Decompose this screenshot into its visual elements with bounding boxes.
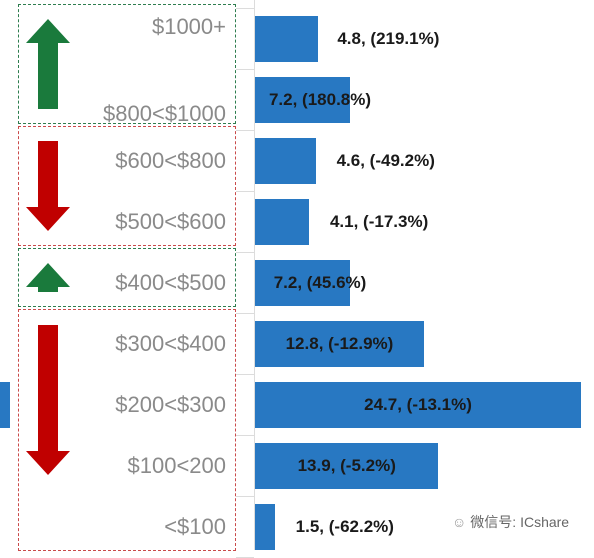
bar-value-label: 4.1, (-17.3%): [329, 211, 429, 231]
bar: [255, 137, 316, 184]
category-label: $200<$300: [115, 391, 226, 417]
axis-tick: [236, 8, 254, 9]
watermark: ☺ 微信号: ICshare: [452, 512, 569, 532]
bar-value-label: 12.8, (-12.9%): [285, 333, 394, 353]
axis-tick: [236, 435, 254, 436]
bar-value-label: 1.5, (-62.2%): [295, 516, 394, 536]
axis-tick: [236, 69, 254, 70]
bar: [255, 442, 439, 489]
arrow-shape: [26, 263, 70, 292]
bar-value-label: 7.2, (180.8%): [268, 89, 372, 109]
axis-tick: [236, 496, 254, 497]
arrow-down-icon: [26, 141, 70, 231]
bar-value-label: 4.8, (219.1%): [337, 28, 440, 48]
group-box-down: [18, 126, 236, 246]
arrow-up-icon: [26, 19, 70, 109]
watermark-text: 微信号: ICshare: [470, 514, 570, 530]
arrow-shape: [26, 19, 70, 109]
bar-edge: [0, 381, 10, 428]
category-label: $100<200: [127, 452, 227, 478]
bar: [255, 381, 582, 428]
axis-tick: [236, 374, 254, 375]
bar: [255, 503, 275, 550]
bar: [255, 76, 351, 123]
category-label: $400<$500: [115, 269, 226, 295]
category-label: $500<$600: [115, 208, 226, 234]
group-box-up: [18, 248, 236, 307]
bar: [255, 259, 351, 306]
wechat-icon: ☺: [452, 514, 467, 530]
arrow-down-icon: [26, 325, 70, 475]
arrow-shape: [26, 141, 70, 231]
axis-tick: [236, 252, 254, 253]
category-label: $1000+: [151, 13, 226, 39]
category-label: $300<$400: [115, 330, 226, 356]
bar-value-label: 7.2, (45.6%): [273, 272, 367, 292]
category-label: $600<$800: [115, 147, 226, 173]
bar-value-label: 13.9, (-5.2%): [297, 455, 396, 475]
axis-tick: [236, 130, 254, 131]
category-axis: [254, 0, 255, 550]
category-label: <$100: [164, 513, 226, 539]
category-label: $800<$1000: [103, 100, 226, 126]
axis-tick: [236, 313, 254, 314]
bar: [255, 15, 319, 62]
bar: [255, 320, 424, 367]
axis-tick: [236, 191, 254, 192]
bar-value-label: 4.6, (-49.2%): [336, 150, 435, 170]
bar: [255, 198, 310, 245]
group-box-up: [18, 4, 236, 124]
bar-value-label: 24.7, (-13.1%): [364, 394, 472, 414]
arrow-up-icon: [26, 263, 70, 292]
arrow-shape: [26, 325, 70, 475]
